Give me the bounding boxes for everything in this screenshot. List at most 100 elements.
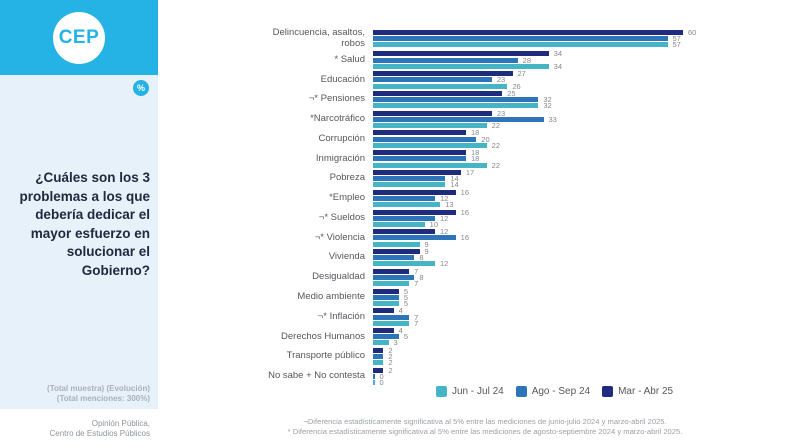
chart-row: *Empleo 16 12 13 xyxy=(158,189,696,210)
bar-jun-jul-24 xyxy=(373,360,384,366)
bar-line: 2 xyxy=(373,365,393,375)
bar-line: 9 xyxy=(373,248,448,255)
legend-label: Jun - Jul 24 xyxy=(452,386,504,397)
source-credit: Opinión Pública, Centro de Estudios Públ… xyxy=(0,419,151,439)
bar-line: 34 xyxy=(373,63,562,70)
bar-line: 12 xyxy=(373,193,469,203)
bar-value-label: 7 xyxy=(414,279,419,289)
legend-label: Ago - Sep 24 xyxy=(531,386,591,397)
category-label-text: Inmigración xyxy=(315,152,365,164)
survey-question: ¿Cuáles son los 3 problemas a los que de… xyxy=(19,170,150,278)
chart-row: ¬* Violencia 12 16 9 xyxy=(158,227,696,248)
bar-line: 5 xyxy=(373,294,408,301)
bar-group: 9 8 12 xyxy=(365,248,448,268)
category-label: Pobreza xyxy=(158,173,365,184)
bar-line: 12 xyxy=(373,227,469,237)
category-label: ¬* Violencia xyxy=(158,232,365,244)
category-label: *Empleo xyxy=(158,193,365,204)
category-label: ¬* Inflación xyxy=(158,310,365,323)
sample-totals-line1: (Total muestra) (Evolución) xyxy=(47,384,150,393)
bar-ago-sep-24 xyxy=(373,255,415,261)
bar-value-label: 0 xyxy=(379,378,384,388)
bar-value-label: 2 xyxy=(388,358,393,368)
bar-mar-abr-25 xyxy=(373,90,503,96)
chart-row: ¬* Pensiones 25 32 32 xyxy=(158,90,696,110)
bar-ago-sep-24 xyxy=(373,334,399,340)
chart-row: Vivienda 9 8 12 xyxy=(158,248,696,268)
bar-mar-abr-25 xyxy=(373,249,420,255)
category-label: Transporte público xyxy=(158,351,365,362)
legend-swatch-icon xyxy=(602,386,614,397)
bar-value-label: 18 xyxy=(471,128,480,138)
bar-value-label: 23 xyxy=(496,75,506,85)
category-label-text: ¬* Inflación xyxy=(317,310,365,322)
legend-item: Mar - Abr 25 xyxy=(602,386,673,397)
category-label-text: Derechos Humanos xyxy=(281,330,365,342)
bar-value-label: 12 xyxy=(440,227,449,237)
category-label-text: No sabe + No contesta xyxy=(268,370,365,382)
bar-line: 20 xyxy=(373,135,500,143)
sample-totals: (Total muestra) (Evolución) (Total menci… xyxy=(47,384,150,404)
chart-row: Derechos Humanos 4 5 3 xyxy=(158,326,696,347)
bar-jun-jul-24 xyxy=(373,261,435,267)
bar-line: 17 xyxy=(373,167,475,177)
bar-line: 57 xyxy=(373,40,696,50)
bar-value-label: 5 xyxy=(403,332,408,342)
bar-value-label: 33 xyxy=(548,114,557,124)
bar-line: 5 xyxy=(373,332,408,342)
brand-header: CEP xyxy=(0,0,158,75)
bar-value-label: 12 xyxy=(440,213,449,223)
bar-value-label: 26 xyxy=(512,81,521,91)
bar-jun-jul-24 xyxy=(373,202,441,208)
bar-mar-abr-25 xyxy=(373,268,410,274)
bar-line: 8 xyxy=(373,253,448,263)
chart-row: Desigualdad 7 8 7 xyxy=(158,268,696,289)
bar-ago-sep-24 xyxy=(373,373,375,379)
bar-line: 0 xyxy=(373,373,393,380)
bar-ago-sep-24 xyxy=(373,195,435,201)
category-label-text: *Narcotráfico xyxy=(310,113,365,125)
bar-value-label: 23 xyxy=(496,108,506,118)
bar-value-label: 13 xyxy=(445,200,454,210)
bar-line: 28 xyxy=(373,55,562,65)
bar-value-label: 28 xyxy=(522,55,531,65)
bar-value-label: 2 xyxy=(388,365,393,375)
bar-line: 9 xyxy=(373,240,469,248)
category-label: * Salud xyxy=(158,54,365,66)
bar-mar-abr-25 xyxy=(373,169,461,175)
bar-value-label: 60 xyxy=(688,27,697,37)
bar-group: 18 20 22 xyxy=(365,128,500,150)
bar-line: 0 xyxy=(373,378,393,388)
bar-value-label: 14 xyxy=(450,174,459,184)
category-label: Inmigración xyxy=(158,152,365,165)
bar-value-label: 8 xyxy=(419,253,424,263)
bar-line: 13 xyxy=(373,200,469,210)
bar-jun-jul-24 xyxy=(373,281,410,287)
bar-value-label: 17 xyxy=(465,167,475,177)
bar-jun-jul-24 xyxy=(373,300,399,306)
bar-mar-abr-25 xyxy=(373,209,456,215)
bar-ago-sep-24 xyxy=(373,275,415,280)
category-label-text: Desigualdad xyxy=(312,271,365,283)
chart-row: No sabe + No contesta 2 0 0 xyxy=(158,365,696,388)
bar-value-label: 16 xyxy=(460,233,469,243)
bar-value-label: 12 xyxy=(440,193,449,203)
bar-value-label: 5 xyxy=(403,298,408,308)
bar-line: 34 xyxy=(373,50,562,58)
source-credit-line2: Centro de Estudios Públicos xyxy=(49,429,151,438)
bar-jun-jul-24 xyxy=(373,142,487,148)
cep-logo-text: CEP xyxy=(58,26,100,48)
category-label: Educación xyxy=(158,74,365,86)
bar-jun-jul-24 xyxy=(373,123,487,129)
bar-group: 23 33 22 xyxy=(365,108,557,129)
bar-value-label: 57 xyxy=(672,40,681,50)
chart-row: Inmigración 18 18 22 xyxy=(158,149,696,169)
bar-value-label: 4 xyxy=(398,326,403,336)
category-label: Medio ambiente xyxy=(158,292,365,303)
bar-group: 27 23 26 xyxy=(365,70,526,91)
bar-value-label: 22 xyxy=(491,140,500,150)
category-label: ¬* Pensiones xyxy=(158,94,365,105)
question-panel: % ¿Cuáles son los 3 problemas a los que … xyxy=(0,75,158,409)
